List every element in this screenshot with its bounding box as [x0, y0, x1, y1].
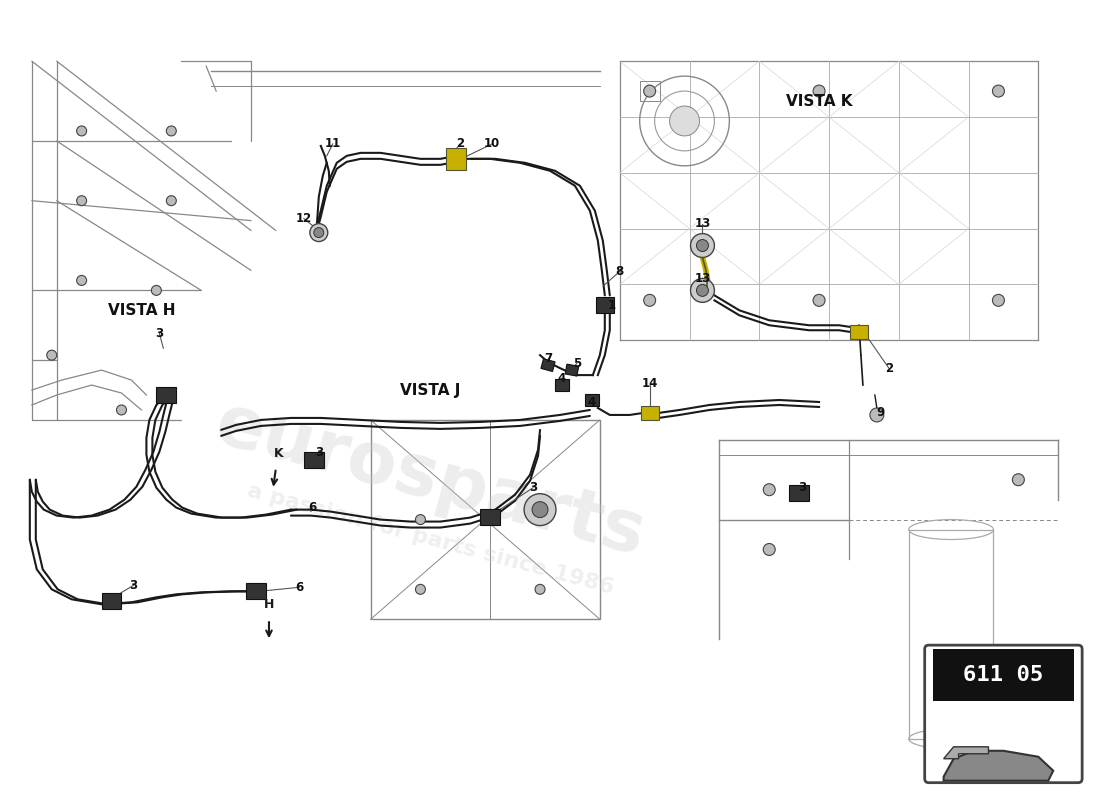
Circle shape — [416, 514, 426, 525]
Text: 3: 3 — [155, 326, 164, 340]
Circle shape — [152, 286, 162, 295]
Circle shape — [763, 543, 776, 555]
Circle shape — [691, 234, 714, 258]
Text: 7: 7 — [543, 352, 552, 365]
Text: H: H — [264, 598, 274, 611]
Bar — [585, 394, 598, 406]
Bar — [640, 406, 659, 420]
Text: 6: 6 — [309, 501, 317, 514]
Text: 5: 5 — [573, 357, 581, 370]
Text: VISTA H: VISTA H — [108, 303, 175, 318]
Circle shape — [691, 278, 714, 302]
Bar — [596, 298, 614, 314]
Circle shape — [314, 228, 323, 238]
Bar — [789, 485, 810, 501]
Circle shape — [644, 85, 656, 97]
Bar — [156, 387, 176, 403]
Text: 6: 6 — [295, 581, 302, 594]
Circle shape — [166, 126, 176, 136]
Bar — [246, 583, 266, 599]
Text: a passion for parts since 1986: a passion for parts since 1986 — [245, 481, 616, 598]
Text: VISTA K: VISTA K — [785, 94, 852, 109]
Text: 1: 1 — [607, 299, 616, 312]
Text: 4: 4 — [558, 371, 566, 385]
Bar — [933, 649, 1075, 701]
Bar — [371, 420, 600, 619]
Circle shape — [117, 405, 126, 415]
Circle shape — [310, 224, 328, 242]
Text: 3: 3 — [130, 579, 138, 592]
Text: 2: 2 — [884, 362, 893, 374]
Circle shape — [992, 294, 1004, 306]
Text: 12: 12 — [296, 212, 312, 225]
Circle shape — [535, 514, 544, 525]
Circle shape — [47, 350, 57, 360]
Circle shape — [77, 275, 87, 286]
Bar — [850, 326, 868, 339]
Text: 13: 13 — [694, 272, 711, 285]
Circle shape — [77, 196, 87, 206]
Circle shape — [813, 85, 825, 97]
Circle shape — [870, 408, 883, 422]
Text: 3: 3 — [315, 446, 323, 459]
Circle shape — [696, 285, 708, 296]
Polygon shape — [944, 750, 1053, 781]
Text: 4: 4 — [587, 397, 596, 410]
Text: 11: 11 — [324, 138, 341, 150]
Text: 611 05: 611 05 — [964, 665, 1044, 685]
Circle shape — [535, 584, 544, 594]
Circle shape — [696, 239, 708, 251]
Circle shape — [1012, 474, 1024, 486]
Circle shape — [532, 502, 548, 518]
Text: 14: 14 — [641, 377, 658, 390]
Circle shape — [813, 294, 825, 306]
Bar — [565, 364, 579, 376]
Circle shape — [416, 584, 426, 594]
Text: VISTA J: VISTA J — [400, 382, 461, 398]
Circle shape — [670, 106, 700, 136]
Bar — [101, 594, 121, 610]
Circle shape — [763, 484, 776, 496]
Circle shape — [644, 294, 656, 306]
Polygon shape — [944, 746, 989, 758]
Bar — [304, 452, 323, 468]
Circle shape — [992, 85, 1004, 97]
Bar — [541, 358, 556, 371]
Text: 13: 13 — [694, 217, 711, 230]
Text: K: K — [274, 446, 284, 460]
FancyBboxPatch shape — [925, 645, 1082, 782]
Circle shape — [77, 126, 87, 136]
Circle shape — [166, 196, 176, 206]
Bar — [447, 148, 466, 170]
Text: 3: 3 — [799, 481, 806, 494]
Text: 2: 2 — [456, 138, 464, 150]
Circle shape — [524, 494, 556, 526]
Text: 8: 8 — [616, 265, 624, 278]
Text: eurosparts: eurosparts — [208, 389, 653, 570]
Text: 3: 3 — [529, 481, 537, 494]
Text: 9: 9 — [877, 406, 886, 419]
Text: 10: 10 — [484, 138, 500, 150]
Bar — [481, 509, 500, 525]
Bar — [556, 379, 569, 391]
